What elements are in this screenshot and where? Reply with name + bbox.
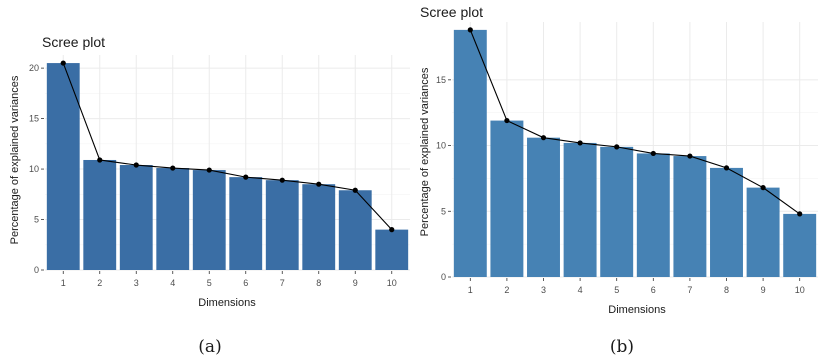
bar [193, 170, 226, 270]
bar [637, 153, 670, 277]
y-tick-label: 15 [436, 75, 446, 85]
x-tick-label: 2 [97, 278, 102, 288]
x-tick-label: 1 [61, 278, 66, 288]
data-point [170, 165, 175, 170]
y-tick-label: 5 [34, 215, 39, 225]
x-tick-label: 1 [468, 285, 473, 295]
data-point [243, 175, 248, 180]
bar [564, 143, 597, 277]
bar [229, 177, 262, 270]
y-tick-label: 10 [29, 164, 39, 174]
x-tick-label: 7 [687, 285, 692, 295]
scree-plot-b: Scree plot Dimensions Percentage of expl… [419, 4, 818, 357]
y-axis-label: Percentage of explained variances [9, 75, 21, 244]
x-tick-label: 3 [134, 278, 139, 288]
data-point [614, 144, 619, 149]
bar [120, 165, 153, 270]
data-point [687, 153, 692, 158]
bar [710, 168, 743, 277]
x-tick-label: 4 [170, 278, 175, 288]
data-point [761, 185, 766, 190]
x-tick-label: 2 [504, 285, 509, 295]
x-tick-label: 6 [651, 285, 656, 295]
data-point [389, 227, 394, 232]
bar [454, 30, 487, 277]
data-point [468, 27, 473, 32]
data-point [504, 118, 509, 123]
chart-title: Scree plot [420, 4, 483, 20]
x-tick-label: 4 [578, 285, 583, 295]
scree-plot-a: Scree plot Dimensions Percentage of expl… [9, 34, 410, 357]
chart-title: Scree plot [42, 34, 105, 50]
bar [490, 121, 523, 277]
x-tick-label: 9 [761, 285, 766, 295]
x-tick-label: 3 [541, 285, 546, 295]
y-tick-label: 0 [34, 265, 39, 275]
y-tick-label: 10 [436, 141, 446, 151]
y-tick-label: 15 [29, 114, 39, 124]
bar [156, 168, 189, 270]
x-tick-label: 10 [795, 285, 805, 295]
data-point [797, 211, 802, 216]
data-point [724, 165, 729, 170]
x-tick-label: 10 [387, 278, 397, 288]
plot-area [45, 55, 410, 270]
y-tick-label: 0 [441, 272, 446, 282]
caption: (b) [610, 337, 634, 357]
y-axis-label: Percentage of explained variances [419, 67, 431, 236]
data-point [97, 157, 102, 162]
data-point [353, 188, 358, 193]
caption: (a) [198, 337, 221, 357]
x-axis-label: Dimensions [608, 304, 666, 316]
plot-area [452, 22, 818, 277]
data-point [280, 178, 285, 183]
y-tick-label: 5 [441, 206, 446, 216]
bar [302, 184, 335, 270]
x-tick-label: 6 [243, 278, 248, 288]
data-point [207, 167, 212, 172]
bar [83, 160, 116, 270]
x-axis-label: Dimensions [198, 297, 256, 309]
x-tick-label: 5 [614, 285, 619, 295]
bar [527, 138, 560, 277]
data-point [578, 140, 583, 145]
x-tick-label: 7 [280, 278, 285, 288]
x-tick-label: 5 [207, 278, 212, 288]
data-point [541, 135, 546, 140]
y-tick-label: 20 [29, 63, 39, 73]
bar [747, 188, 780, 277]
data-point [61, 60, 66, 65]
data-point [651, 151, 656, 156]
bar [673, 156, 706, 277]
bar [266, 180, 299, 270]
data-point [316, 182, 321, 187]
x-tick-label: 8 [724, 285, 729, 295]
bar [600, 147, 633, 277]
data-point [134, 162, 139, 167]
x-tick-label: 9 [353, 278, 358, 288]
bar [783, 214, 816, 277]
bar [375, 230, 408, 270]
x-tick-label: 8 [316, 278, 321, 288]
